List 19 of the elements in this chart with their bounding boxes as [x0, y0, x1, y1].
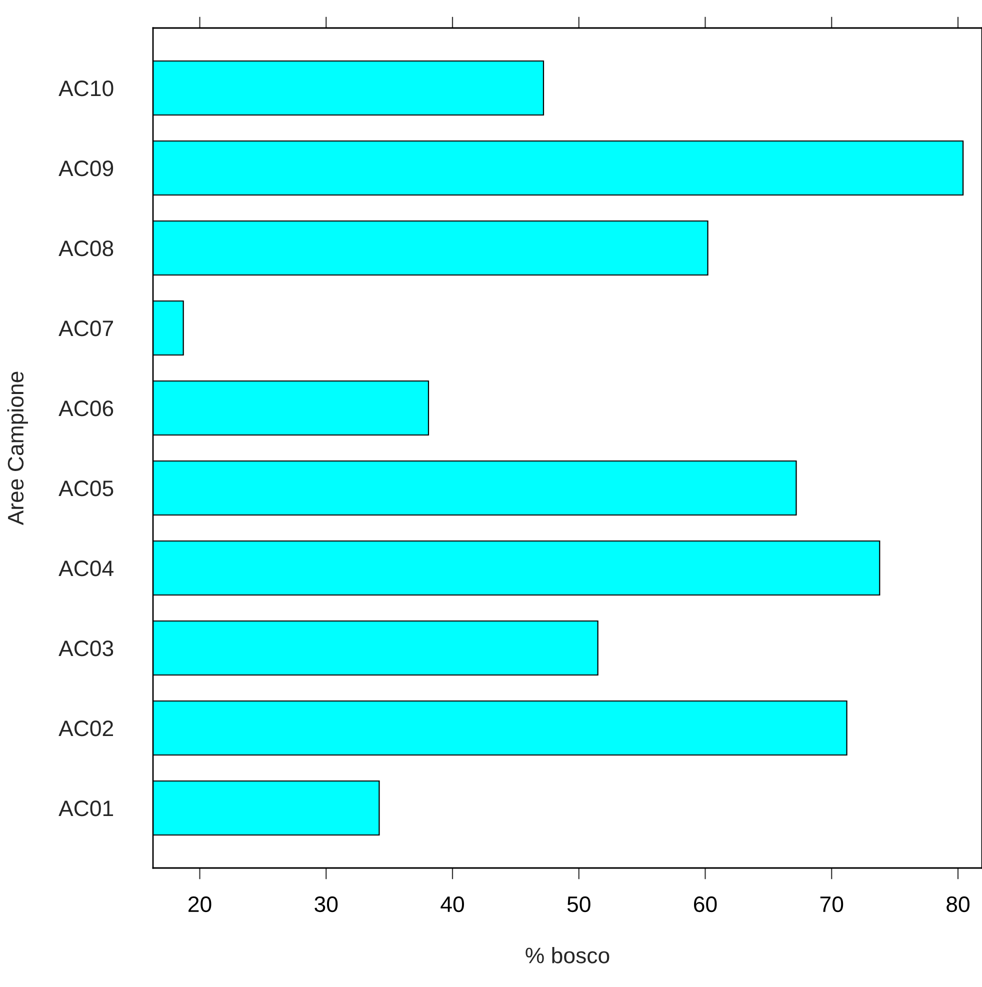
y-tick-label: AC01 — [58, 800, 114, 816]
x-tick-label: 50 — [567, 896, 590, 912]
x-tick-label: 40 — [440, 896, 464, 912]
x-tick-label: 80 — [946, 896, 970, 912]
y-tick-label: AC09 — [58, 160, 114, 176]
y-tick-label: AC04 — [58, 560, 114, 576]
y-tick-label: AC07 — [58, 320, 113, 336]
y-tick-label: AC10 — [58, 80, 114, 96]
x-tick-label: 30 — [314, 896, 338, 912]
y-tick-label: AC03 — [58, 640, 114, 656]
y-tick-label: AC05 — [58, 480, 114, 496]
x-tick-label: 60 — [694, 896, 717, 912]
x-tick-label: 70 — [820, 896, 844, 912]
x-tick-label: 20 — [188, 896, 212, 912]
x-axis-title: % bosco — [526, 947, 610, 964]
y-tick-label: AC08 — [58, 240, 114, 256]
y-tick-label: AC06 — [58, 400, 114, 416]
y-axis-title: Aree Campione — [7, 372, 28, 526]
y-tick-label: AC02 — [58, 720, 113, 736]
